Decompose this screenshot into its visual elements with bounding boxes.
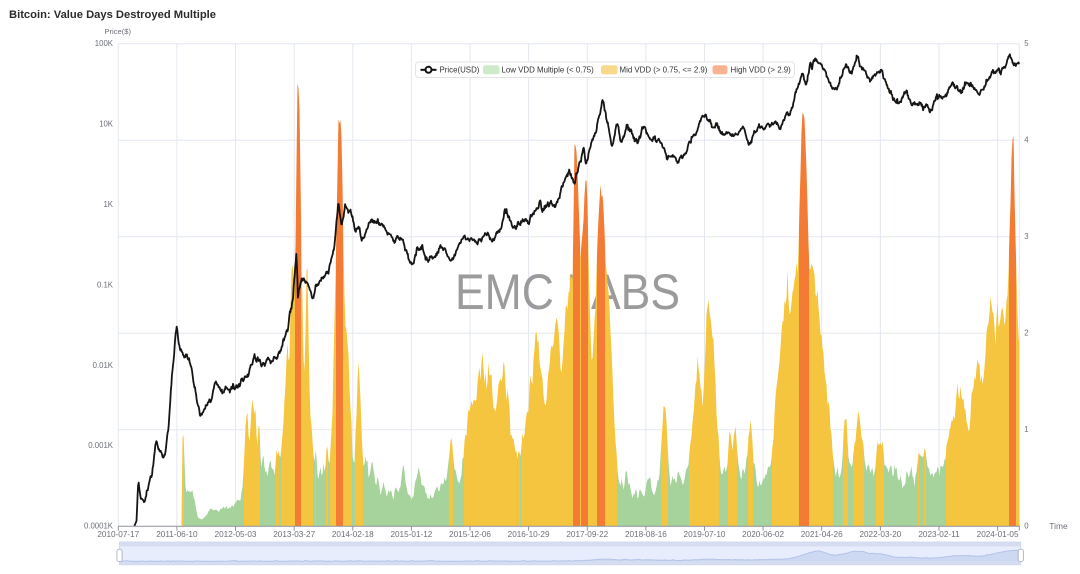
svg-text:Time: Time bbox=[1049, 521, 1068, 531]
svg-text:2018-08-16: 2018-08-16 bbox=[625, 530, 667, 539]
svg-text:Bitcoin: Value Days Destroyed: Bitcoin: Value Days Destroyed Multiple bbox=[9, 9, 216, 21]
svg-text:Low VDD Multiple (< 0.75): Low VDD Multiple (< 0.75) bbox=[502, 66, 595, 75]
svg-text:2012-05-03: 2012-05-03 bbox=[215, 530, 257, 539]
svg-text:2024-01-05: 2024-01-05 bbox=[977, 530, 1019, 539]
svg-text:0: 0 bbox=[1024, 522, 1029, 531]
svg-text:Price(USD): Price(USD) bbox=[440, 66, 480, 75]
svg-text:4: 4 bbox=[1024, 136, 1029, 145]
svg-text:1: 1 bbox=[1024, 425, 1028, 434]
svg-text:0.001K: 0.001K bbox=[88, 441, 114, 450]
svg-text:1K: 1K bbox=[103, 200, 113, 209]
svg-text:2019-07-10: 2019-07-10 bbox=[684, 530, 726, 539]
svg-text:0.0001K: 0.0001K bbox=[84, 522, 114, 531]
svg-text:0.1K: 0.1K bbox=[97, 280, 114, 289]
svg-text:2014-02-18: 2014-02-18 bbox=[332, 530, 374, 539]
svg-text:3: 3 bbox=[1024, 232, 1028, 241]
svg-text:2: 2 bbox=[1024, 329, 1028, 338]
svg-text:2016-10-29: 2016-10-29 bbox=[508, 530, 550, 539]
svg-text:Mid VDD (> 0.75, <= 2.9): Mid VDD (> 0.75, <= 2.9) bbox=[620, 66, 708, 75]
svg-text:2010-07-17: 2010-07-17 bbox=[97, 530, 139, 539]
svg-text:100K: 100K bbox=[95, 39, 114, 48]
svg-text:2015-01-12: 2015-01-12 bbox=[390, 530, 432, 539]
svg-text:2021-04-26: 2021-04-26 bbox=[801, 530, 843, 539]
svg-text:2011-06-10: 2011-06-10 bbox=[156, 530, 198, 539]
svg-text:High VDD (> 2.9): High VDD (> 2.9) bbox=[731, 66, 792, 75]
svg-text:0.01K: 0.01K bbox=[93, 361, 114, 370]
svg-text:10K: 10K bbox=[99, 120, 114, 129]
svg-text:5: 5 bbox=[1024, 39, 1029, 48]
svg-text:2022-03-20: 2022-03-20 bbox=[859, 530, 901, 539]
svg-text:2020-06-02: 2020-06-02 bbox=[742, 530, 784, 539]
svg-text:2023-02-11: 2023-02-11 bbox=[918, 530, 960, 539]
svg-text:2017-09-22: 2017-09-22 bbox=[566, 530, 608, 539]
svg-text:Price($): Price($) bbox=[104, 27, 131, 36]
svg-text:2013-03-27: 2013-03-27 bbox=[273, 530, 315, 539]
svg-text:2015-12-06: 2015-12-06 bbox=[449, 530, 491, 539]
